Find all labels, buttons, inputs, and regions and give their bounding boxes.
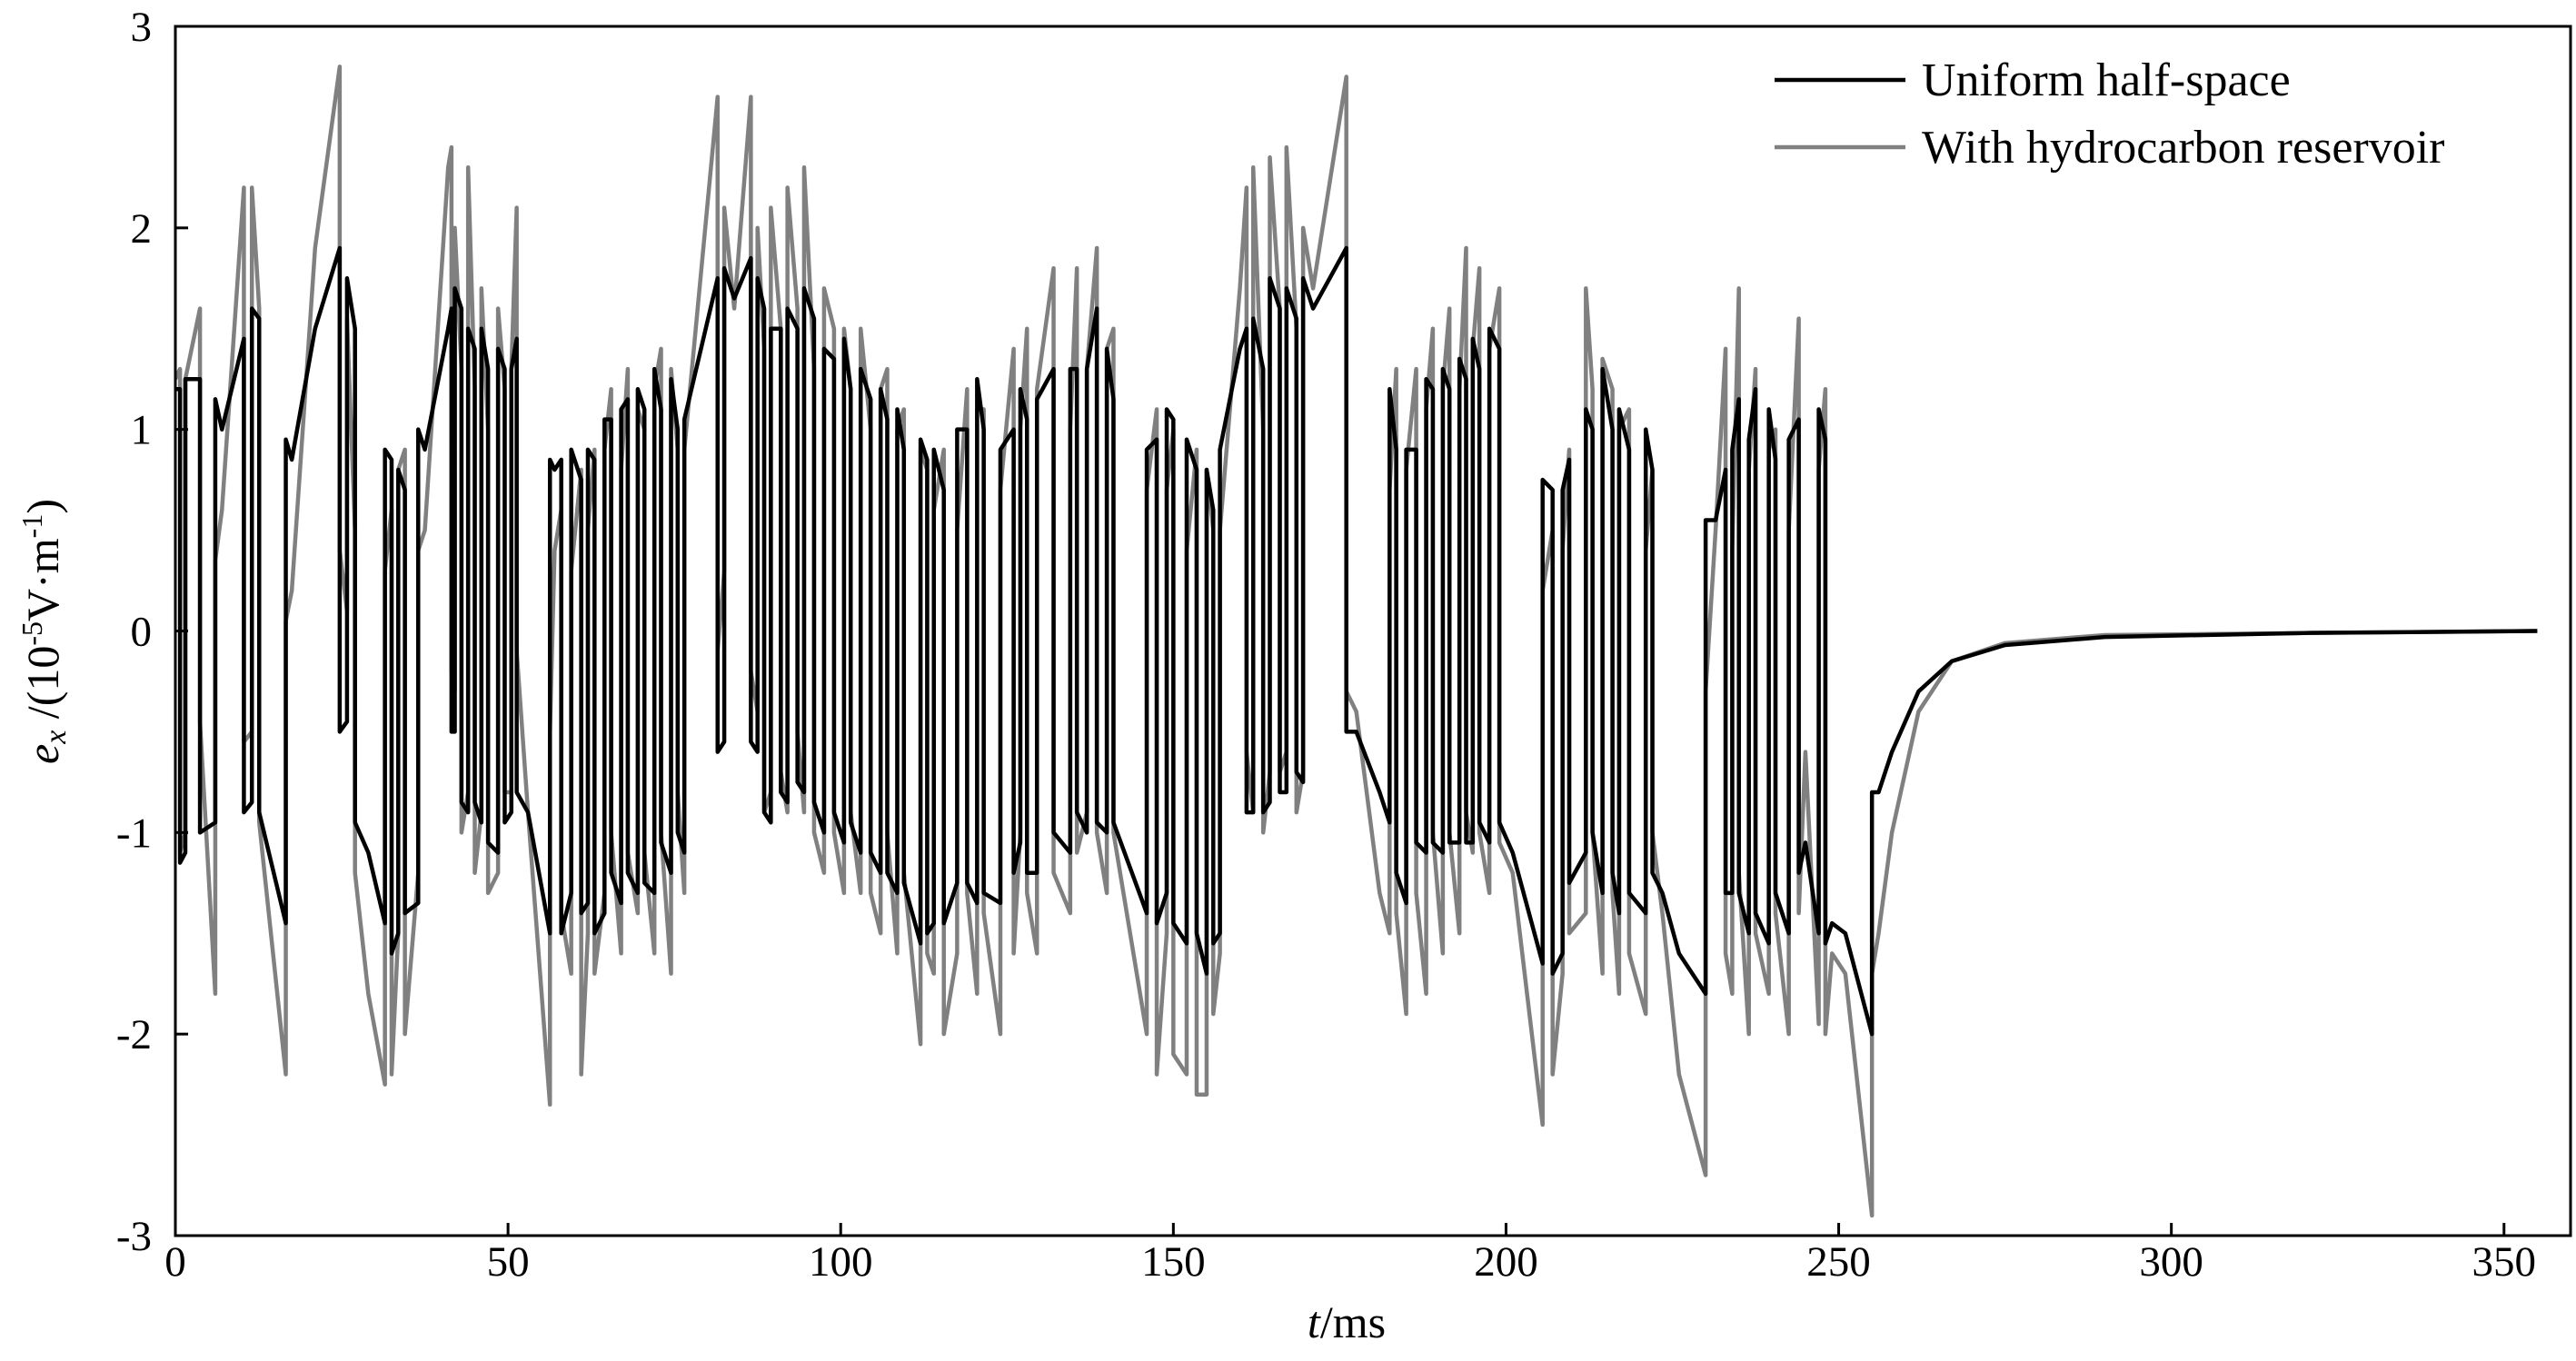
y-label-symbol: e xyxy=(17,744,68,764)
x-axis-label: t/ms xyxy=(1308,1296,1386,1347)
x-tick-label: 300 xyxy=(2139,1238,2203,1286)
plot-frame xyxy=(174,25,2572,1237)
y-tick-label: 0 xyxy=(131,609,153,656)
x-tick-label: 200 xyxy=(1474,1238,1538,1286)
y-tick-label: -2 xyxy=(116,1011,152,1058)
y-tick-label: 1 xyxy=(131,407,153,454)
x-label-symbol: t xyxy=(1308,1296,1321,1347)
y-label-prefix: /(10 xyxy=(17,646,68,730)
y-tick-label: -3 xyxy=(116,1213,152,1260)
y-tick-label: 2 xyxy=(131,205,153,253)
x-tick-label: 350 xyxy=(2472,1238,2537,1286)
y-tick-label: -1 xyxy=(116,810,152,857)
y-label-subscript: x xyxy=(39,730,73,745)
series-line xyxy=(175,245,2538,1037)
x-tick-label: 0 xyxy=(164,1238,186,1286)
x-label-unit: /ms xyxy=(1320,1296,1386,1347)
x-tick-label: 150 xyxy=(1141,1238,1206,1286)
y-axis-label: ex /(10-5V·m-1) xyxy=(15,499,73,764)
legend-label: Uniform half-space xyxy=(1922,55,2291,106)
x-tick-label: 50 xyxy=(487,1238,530,1286)
y-label-suffix: ) xyxy=(17,499,68,514)
legend-label: With hydrocarbon reservoir xyxy=(1922,122,2444,174)
y-label-exponent: -5 xyxy=(15,621,48,646)
x-tick-label: 100 xyxy=(809,1238,873,1286)
y-label-unit: V·m xyxy=(17,538,68,621)
y-tick-label: 3 xyxy=(131,4,153,51)
series-line xyxy=(175,65,2538,1218)
x-tick-label: 250 xyxy=(1806,1238,1871,1286)
y-label-unit-exponent: -1 xyxy=(15,514,48,539)
